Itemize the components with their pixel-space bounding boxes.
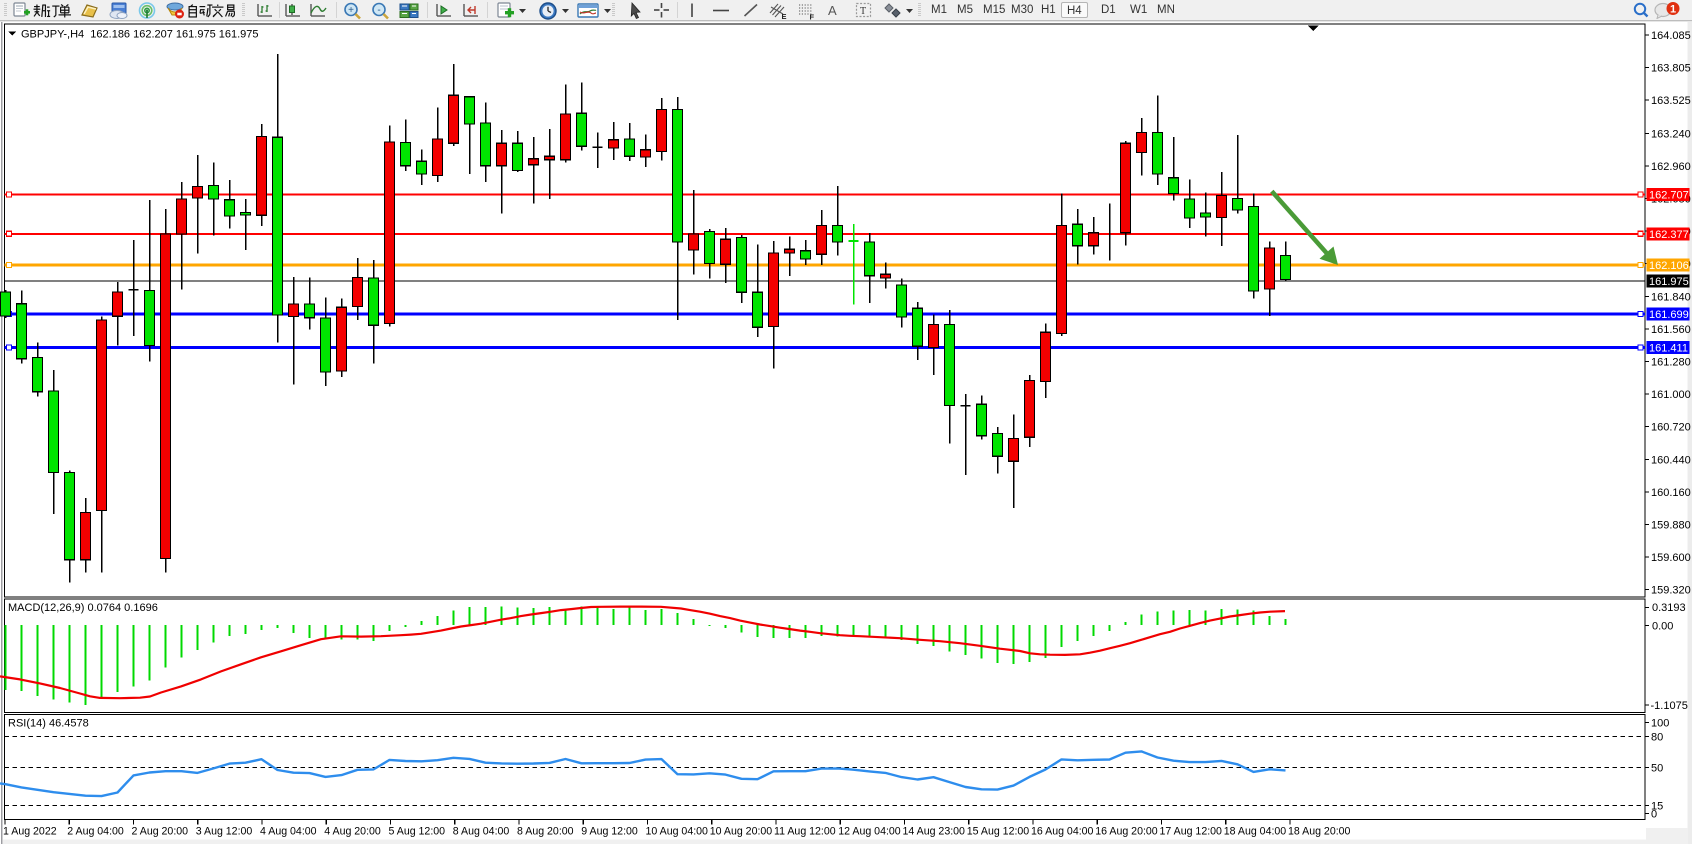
svg-text:161.411: 161.411 xyxy=(1649,343,1688,355)
svg-text:161.840: 161.840 xyxy=(1651,291,1691,303)
svg-text:160.720: 160.720 xyxy=(1651,422,1691,434)
svg-text:2 Aug 20:00: 2 Aug 20:00 xyxy=(132,826,189,838)
svg-text:50: 50 xyxy=(1651,762,1663,774)
svg-text:F: F xyxy=(810,13,815,21)
svg-text:162.106: 162.106 xyxy=(1649,260,1689,272)
svg-text:8 Aug 20:00: 8 Aug 20:00 xyxy=(517,826,574,838)
svg-text:-1.1075: -1.1075 xyxy=(1651,700,1688,712)
svg-text:11 Aug 12:00: 11 Aug 12:00 xyxy=(774,826,836,838)
svg-text:161.000: 161.000 xyxy=(1651,389,1691,401)
svg-text:100: 100 xyxy=(1651,717,1669,729)
svg-text:162.960: 162.960 xyxy=(1651,161,1691,173)
svg-text:1 Aug 2022: 1 Aug 2022 xyxy=(3,826,57,838)
svg-text:160.160: 160.160 xyxy=(1651,487,1691,499)
svg-text:E: E xyxy=(782,12,787,20)
svg-text:5 Aug 12:00: 5 Aug 12:00 xyxy=(389,826,446,838)
svg-text:161.280: 161.280 xyxy=(1651,357,1691,369)
svg-text:10 Aug 20:00: 10 Aug 20:00 xyxy=(710,826,773,838)
svg-text:163.805: 163.805 xyxy=(1651,63,1691,75)
svg-text:159.320: 159.320 xyxy=(1651,585,1691,597)
svg-text:14 Aug 23:00: 14 Aug 23:00 xyxy=(903,826,966,838)
svg-text:17 Aug 12:00: 17 Aug 12:00 xyxy=(1160,826,1223,838)
svg-text:MACD(12,26,9) 0.0764 0.1696: MACD(12,26,9) 0.0764 0.1696 xyxy=(8,602,158,614)
svg-text:0.3193: 0.3193 xyxy=(1652,602,1686,614)
svg-text:163.525: 163.525 xyxy=(1651,95,1691,107)
svg-text:16 Aug 04:00: 16 Aug 04:00 xyxy=(1031,826,1094,838)
svg-text:162.377: 162.377 xyxy=(1649,229,1689,241)
svg-text:161.975: 161.975 xyxy=(1649,276,1689,288)
svg-text:4 Aug 04:00: 4 Aug 04:00 xyxy=(260,826,317,838)
svg-text:0: 0 xyxy=(1651,809,1657,821)
svg-text:4 Aug 20:00: 4 Aug 20:00 xyxy=(324,826,381,838)
svg-text:162.707: 162.707 xyxy=(1649,190,1689,202)
svg-text:159.600: 159.600 xyxy=(1651,552,1691,564)
svg-text:8 Aug 04:00: 8 Aug 04:00 xyxy=(453,826,510,838)
svg-text:GBPJPY-,H4 162.186 162.207 16: GBPJPY-,H4 162.186 162.207 161.975 161.9… xyxy=(21,29,259,41)
svg-text:159.880: 159.880 xyxy=(1651,520,1691,532)
svg-text:1: 1 xyxy=(1670,4,1676,16)
svg-text:16 Aug 20:00: 16 Aug 20:00 xyxy=(1095,826,1158,838)
svg-text:161.560: 161.560 xyxy=(1651,324,1691,336)
svg-text:-: - xyxy=(377,5,380,16)
svg-text:160.440: 160.440 xyxy=(1651,454,1691,466)
svg-text:15 Aug 12:00: 15 Aug 12:00 xyxy=(967,826,1030,838)
svg-text:0.00: 0.00 xyxy=(1652,621,1673,633)
svg-text:163.240: 163.240 xyxy=(1651,128,1691,140)
svg-text:161.699: 161.699 xyxy=(1649,309,1689,321)
svg-text:18 Aug 04:00: 18 Aug 04:00 xyxy=(1224,826,1287,838)
svg-text:18 Aug 20:00: 18 Aug 20:00 xyxy=(1288,826,1351,838)
svg-text:+: + xyxy=(348,5,354,16)
svg-text:10 Aug 04:00: 10 Aug 04:00 xyxy=(646,826,709,838)
svg-text:T: T xyxy=(860,6,866,17)
svg-text:12 Aug 04:00: 12 Aug 04:00 xyxy=(838,826,901,838)
svg-text:3 Aug 12:00: 3 Aug 12:00 xyxy=(196,826,253,838)
svg-text:164.085: 164.085 xyxy=(1651,30,1691,42)
svg-text:9 Aug 12:00: 9 Aug 12:00 xyxy=(581,826,638,838)
svg-text:RSI(14) 46.4578: RSI(14) 46.4578 xyxy=(8,718,89,730)
svg-text:80: 80 xyxy=(1651,731,1663,743)
svg-text:2 Aug 04:00: 2 Aug 04:00 xyxy=(67,826,124,838)
